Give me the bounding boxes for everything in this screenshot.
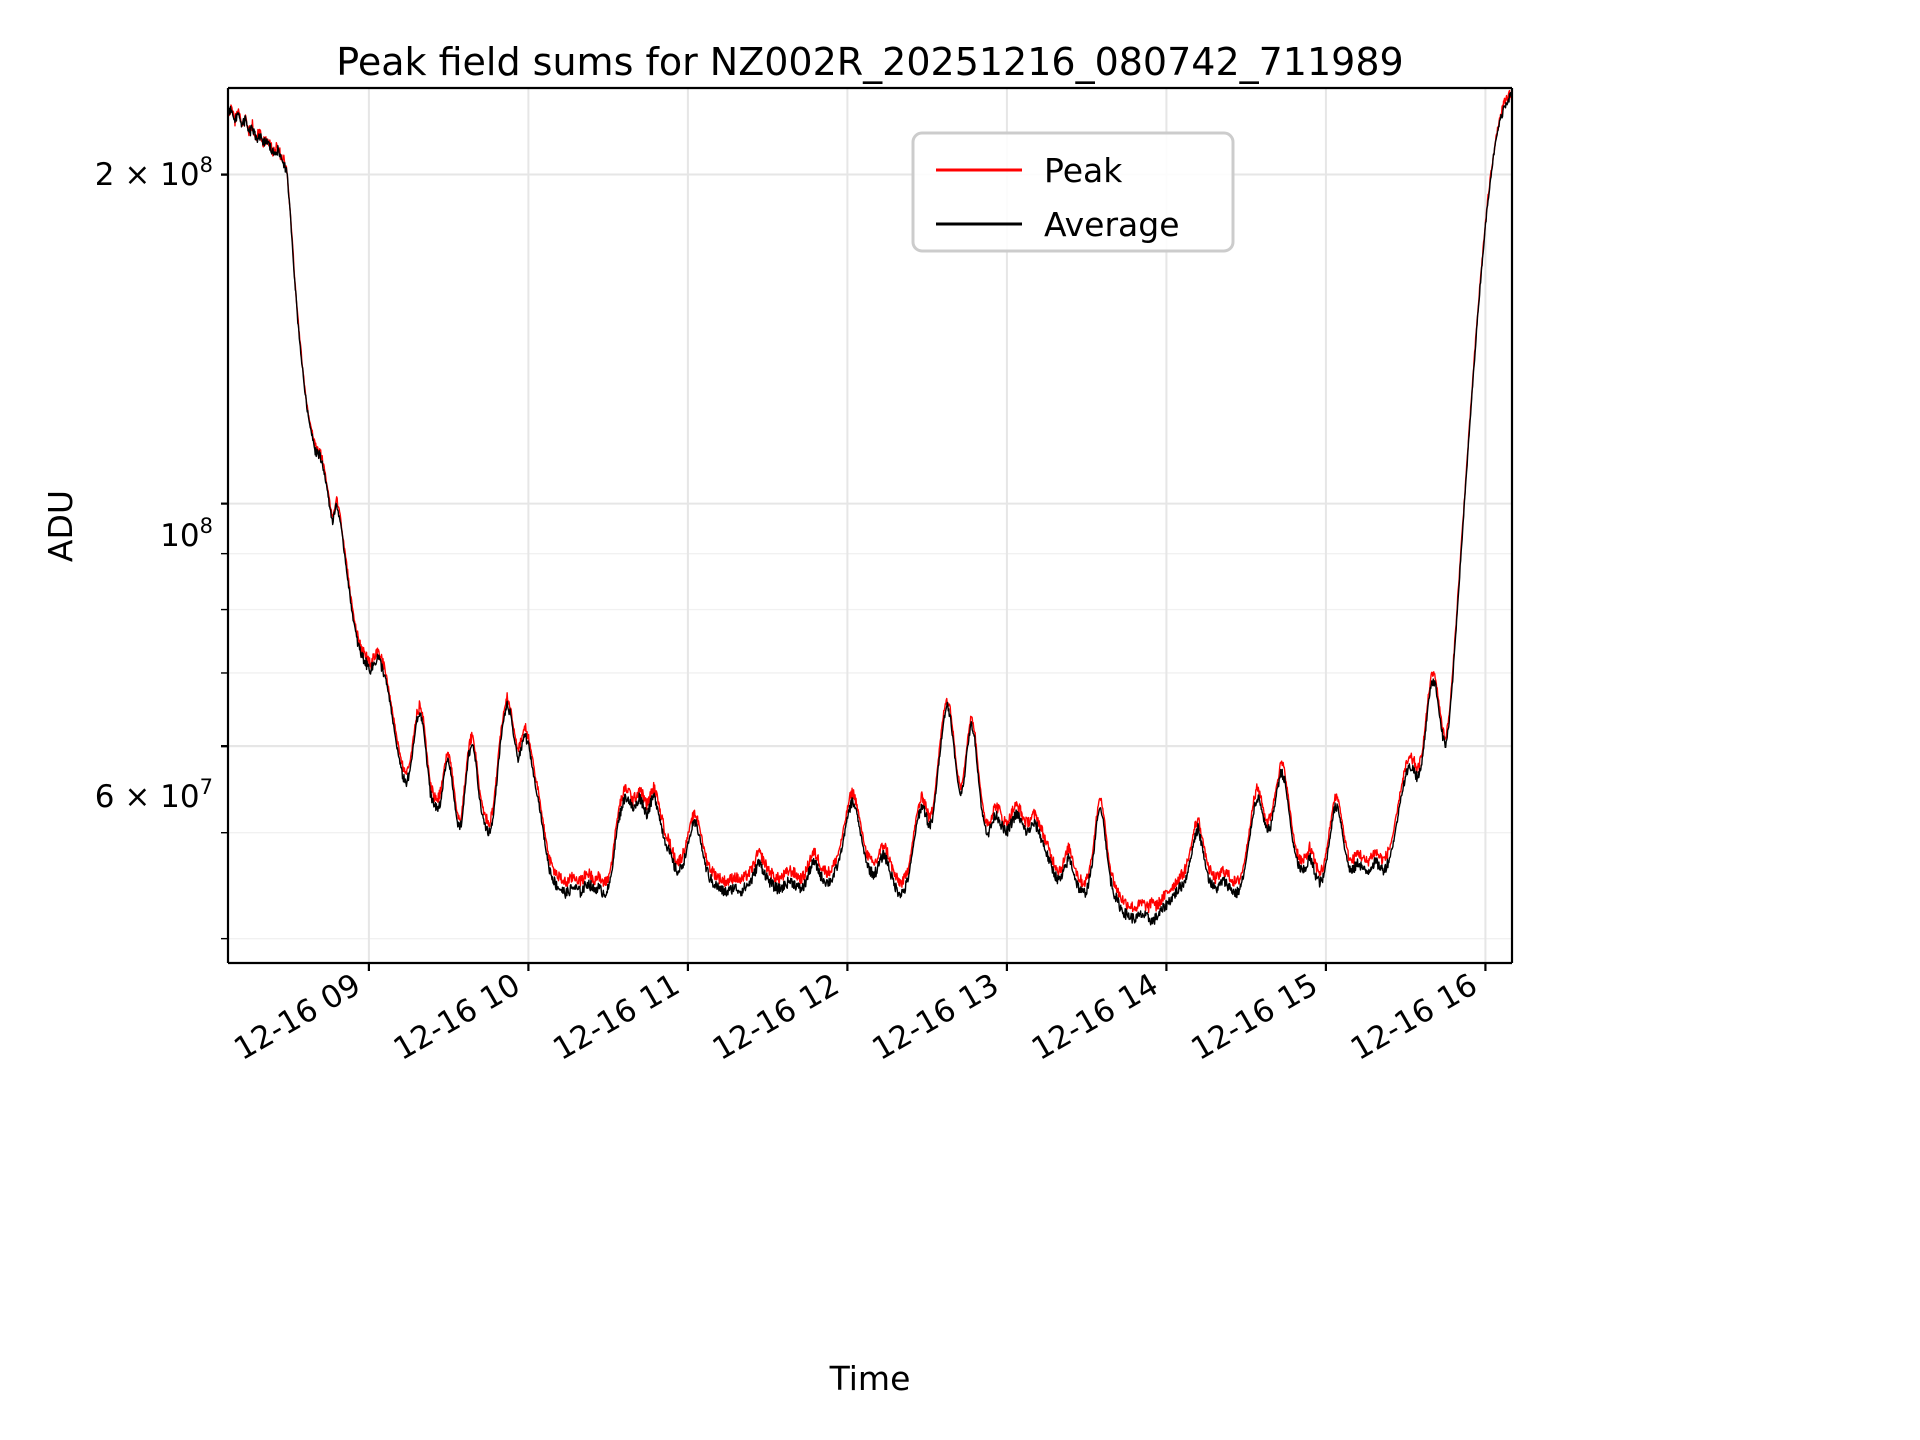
plot-area-background	[228, 88, 1512, 963]
y-tick-label-0: 2 × 108	[95, 153, 213, 193]
data-series-group	[228, 89, 1512, 926]
legend-entry-average[interactable]: Average	[936, 205, 1180, 244]
y-axis-label: ADU	[41, 490, 80, 562]
axis-spines	[226, 86, 1514, 965]
chart-title: Peak field sums for NZ002R_20251216_0807…	[336, 40, 1403, 84]
legend-label-peak: Peak	[1044, 151, 1123, 190]
y-tick-label-2: 6 × 107	[95, 775, 213, 815]
legend-entry-peak[interactable]: Peak	[936, 151, 1123, 190]
grid-lines	[228, 88, 1512, 963]
series-line-peak	[228, 89, 1512, 914]
legend-frame	[911, 131, 1235, 253]
x-axis-label: Time	[829, 1359, 911, 1398]
legend-label-average: Average	[1044, 205, 1180, 244]
y-tick-labels: 2 × 108 108 6 × 107	[95, 153, 213, 815]
legend[interactable]: Peak Average	[911, 131, 1235, 253]
series-line-average	[228, 91, 1512, 926]
tick-marks	[221, 173, 1487, 971]
